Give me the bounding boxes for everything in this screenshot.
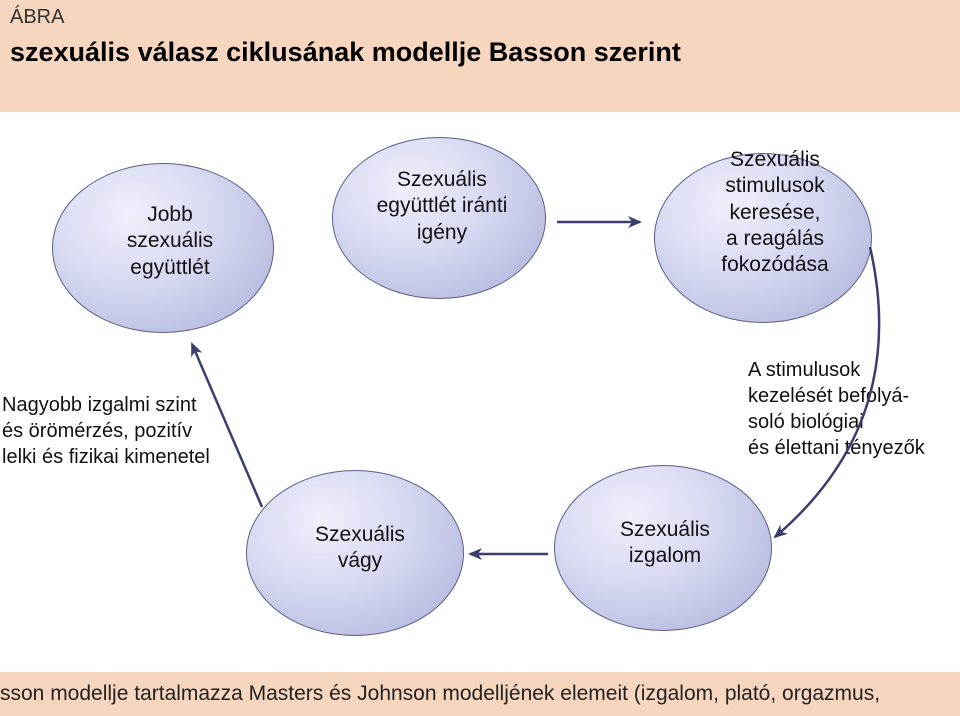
label-need-for-togetherness: Szexuálisegyüttlét irántiigény [362, 167, 522, 246]
label-sexual-desire: Szexuálisvágy [300, 522, 420, 575]
figure-footer: sson modellje tartalmazza Masters és Joh… [0, 672, 960, 716]
side-label-right: A stimulusokkezelését befolyá-soló bioló… [748, 357, 960, 461]
figure-title: szexuális válasz ciklusának modellje Bas… [10, 37, 950, 68]
label-seeking-stimuli: Szexuálisstimulusokkeresése,a reagálásfo… [700, 147, 850, 278]
figure-label: ÁBRA [10, 6, 950, 29]
figure-header: ÁBRA szexuális válasz ciklusának modellj… [0, 0, 960, 112]
side-label-left: Nagyobb izgalmi szintés örömérzés, pozit… [2, 392, 262, 470]
label-sexual-arousal: Szexuálisizgalom [600, 517, 730, 570]
label-better-sexual-togetherness: Jobbszexuálisegyüttlét [110, 202, 230, 281]
basson-cycle-diagram: Jobbszexuálisegyüttlét Szexuálisegyüttlé… [0, 122, 960, 662]
footer-text: sson modellje tartalmazza Masters és Joh… [0, 682, 880, 705]
